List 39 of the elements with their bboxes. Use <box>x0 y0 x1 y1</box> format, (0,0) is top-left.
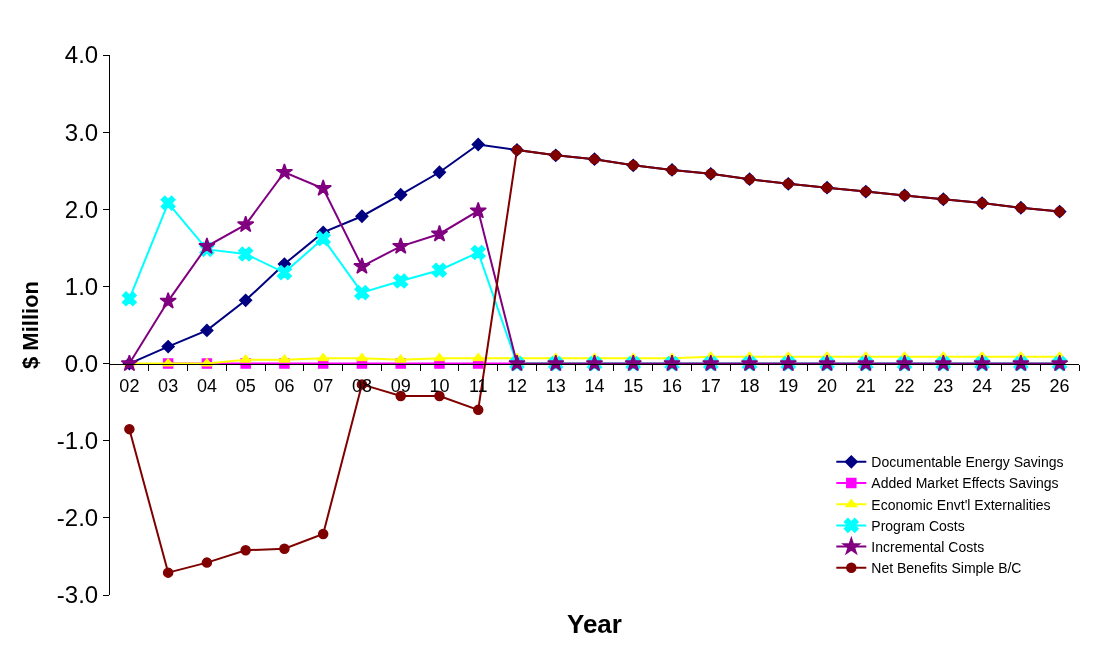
y-tick-label: 4.0 <box>64 41 99 69</box>
legend-label: Incremental Costs <box>871 539 985 556</box>
x-tick-label: 17 <box>700 376 721 397</box>
x-tick-label: 02 <box>119 376 140 397</box>
x-tick-label: 25 <box>1010 376 1031 397</box>
x-tick-label: 26 <box>1049 376 1070 397</box>
x-tick-label: 16 <box>662 376 683 397</box>
x-tick-label: 06 <box>274 376 295 397</box>
y-tick-label: 0.0 <box>64 349 99 377</box>
x-tick-label: 05 <box>235 376 256 397</box>
x-tick-label: 22 <box>894 376 915 397</box>
x-tick-label: 04 <box>196 376 217 397</box>
x-tick-label: 14 <box>584 376 605 397</box>
y-axis-title: $ Million <box>17 281 43 369</box>
y-tick-label: -3.0 <box>56 581 99 609</box>
legend-label: Net Benefits Simple B/C <box>871 560 1022 577</box>
y-tick-label: 2.0 <box>64 195 99 223</box>
legend-label: Documentable Energy Savings <box>871 454 1064 471</box>
x-tick-label: 24 <box>972 376 993 397</box>
x-tick-label: 09 <box>390 376 411 397</box>
y-tick-label: 1.0 <box>64 272 99 300</box>
x-tick-label: 13 <box>545 376 566 397</box>
x-tick-label: 07 <box>313 376 334 397</box>
x-tick-label: 12 <box>506 376 527 397</box>
legend-label: Added Market Effects Savings <box>871 475 1059 492</box>
legend-label: Program Costs <box>871 517 965 534</box>
y-tick-label: -1.0 <box>56 427 99 455</box>
x-tick-label: 23 <box>933 376 954 397</box>
x-tick-label: 21 <box>855 376 876 397</box>
y-tick-label: 3.0 <box>64 118 99 146</box>
legend-label: Economic Envt'l Externalities <box>871 496 1051 513</box>
y-tick-label: -2.0 <box>56 504 99 532</box>
x-tick-label: 15 <box>623 376 644 397</box>
x-tick-label: 03 <box>158 376 179 397</box>
x-tick-label: 20 <box>817 376 838 397</box>
x-axis-title: Year <box>567 609 622 639</box>
x-tick-label: 19 <box>778 376 799 397</box>
x-tick-label: 10 <box>429 376 450 397</box>
x-tick-label: 18 <box>739 376 760 397</box>
